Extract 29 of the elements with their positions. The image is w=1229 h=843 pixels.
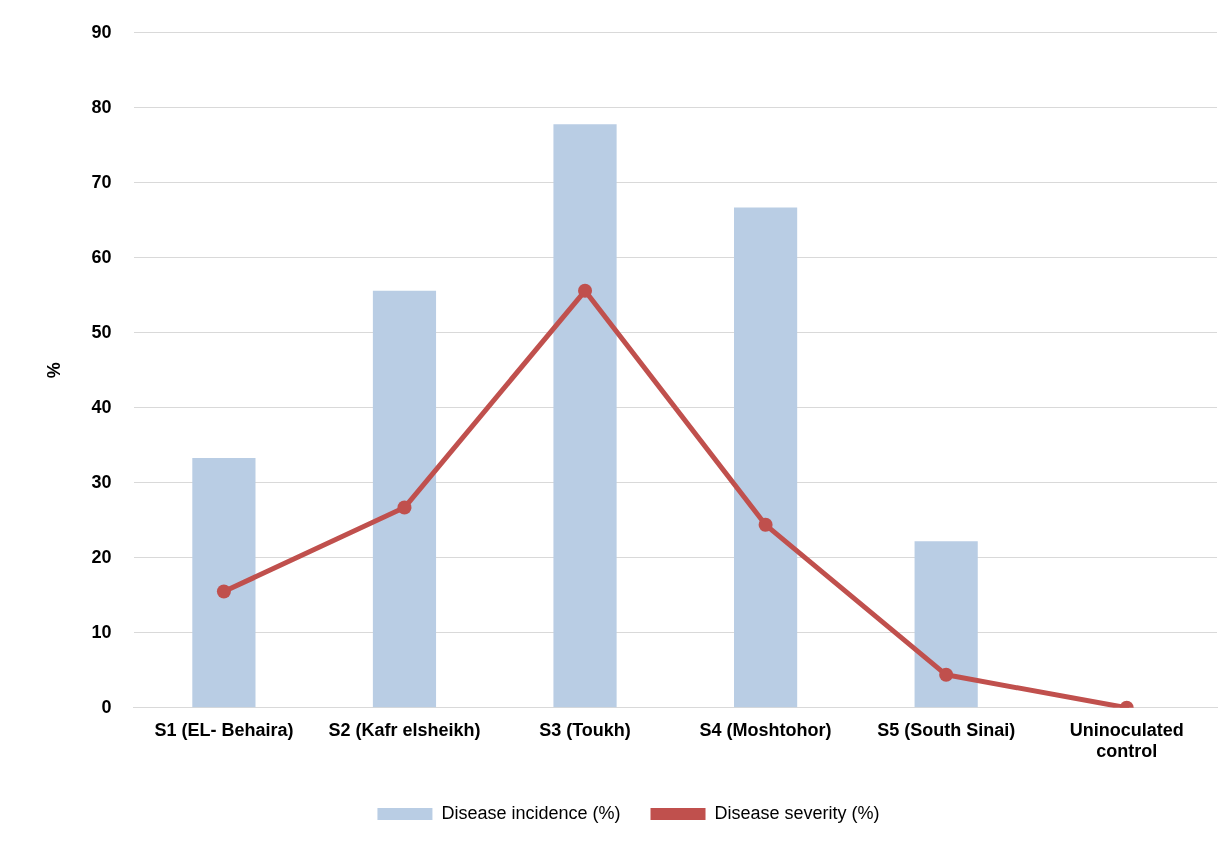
x-tick-label: S2 (Kafr elsheikh) — [328, 719, 481, 740]
bar — [914, 541, 978, 708]
x-tick-label: S5 (South Sinai) — [877, 719, 1016, 740]
y-tick-label: 80 — [91, 96, 112, 117]
legend-label: Disease severity (%) — [714, 802, 880, 823]
y-tick-label: 20 — [91, 546, 112, 567]
legend-label: Disease incidence (%) — [441, 802, 621, 823]
point — [216, 584, 231, 599]
y-tick-label: 90 — [91, 21, 112, 42]
y-tick-label: 40 — [91, 396, 112, 417]
x-tick-label: S1 (EL- Behaira) — [154, 719, 294, 740]
point — [578, 283, 593, 298]
y-tick-label: 60 — [91, 246, 112, 267]
y-tick-label: 70 — [91, 171, 112, 192]
point — [939, 667, 954, 682]
y-tick-label: 50 — [91, 321, 112, 342]
point — [758, 517, 773, 532]
bar — [372, 290, 437, 708]
x-tick-label: S4 (Moshtohor) — [699, 719, 832, 740]
x-tick-label: Uninoculated control — [1069, 719, 1184, 762]
y-tick-label: 0 — [101, 696, 112, 717]
y-tick-label: 10 — [91, 621, 112, 642]
bar — [733, 207, 798, 708]
y-axis-title: % — [43, 362, 64, 379]
point — [397, 500, 412, 515]
y-tick-label: 30 — [91, 471, 112, 492]
x-tick-label: S3 (Toukh) — [539, 719, 631, 740]
bar — [192, 458, 256, 708]
bar — [553, 124, 617, 708]
